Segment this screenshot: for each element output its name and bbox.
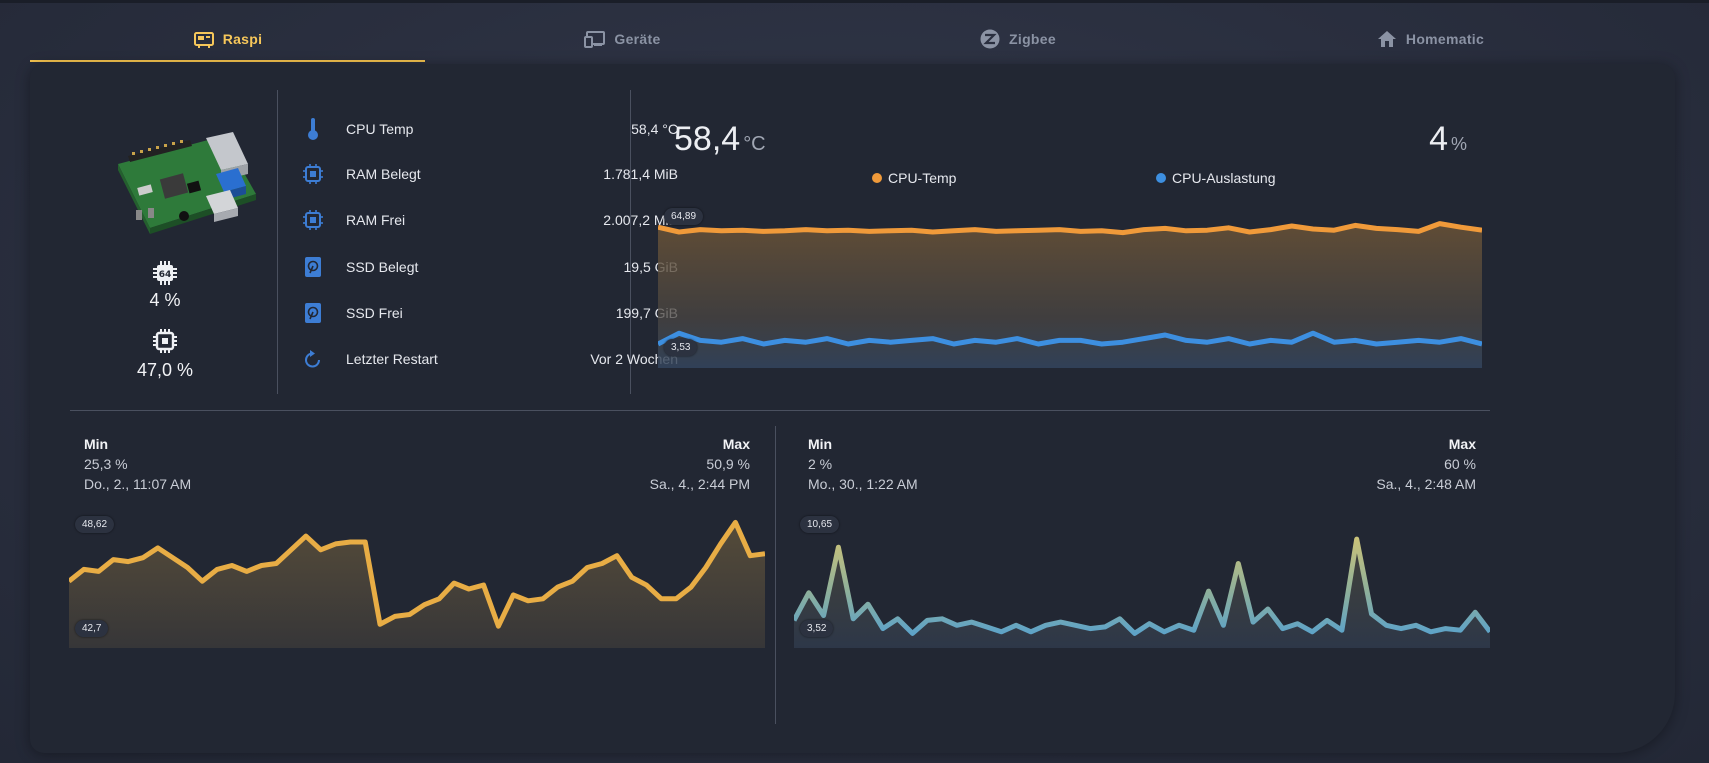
divider-bottom (775, 426, 776, 724)
cpu-temp-big: 58,4 °C (674, 120, 766, 159)
info-row[interactable]: RAM Belegt 1.781,4 MiB (300, 161, 678, 187)
raspi-card: 64 4 % 47,0 % CPU Temp 58,4 °C RAM Belegt 1… (30, 64, 1675, 753)
info-row[interactable]: RAM Frei 2.007,2 MiB (300, 207, 678, 233)
cpu-load-value: 4 % (149, 290, 181, 310)
cpu-load-history-chart (794, 536, 1490, 648)
cpu-load-big: 4% (1429, 120, 1467, 159)
info-label: Letzter Restart (346, 351, 438, 367)
left-chart-min-badge: 42,7 (75, 620, 109, 637)
tab-zigbee-label: Zigbee (1009, 31, 1056, 47)
cpu-load-big-unit: % (1450, 134, 1467, 154)
memory-chip-icon (152, 328, 178, 354)
temp-history-line (69, 519, 765, 629)
left-max-label: Max (722, 436, 750, 452)
left-chart-min: Min 25,3 % Do., 2., 11:07 AM (84, 434, 191, 494)
cpu-load-line (658, 330, 1482, 347)
divider-middle (630, 90, 631, 394)
info-row[interactable]: CPU Temp 58,4 °C (300, 116, 678, 142)
devices-icon (584, 28, 606, 50)
raspberry-board-icon (193, 28, 215, 50)
left-min-time: Do., 2., 11:07 AM (84, 476, 192, 492)
info-row[interactable]: SSD Belegt 19,5 GiB (300, 254, 678, 280)
main-chart-max-badge: 64,89 (664, 208, 704, 225)
load-history-area (794, 539, 1490, 648)
cpu-temp-big-value: 58,4 (674, 120, 741, 158)
tab-geraete[interactable]: Geräte (425, 16, 820, 62)
right-chart-max-badge: 10,65 (800, 516, 840, 533)
temp-history-area (69, 522, 765, 648)
tab-homematic-label: Homematic (1405, 31, 1485, 47)
left-chart-max: Max 50,9 % Sa., 4., 2:44 PM (550, 434, 750, 494)
right-min-value: 2 % (808, 456, 833, 472)
cpu-64-icon: 64 (152, 260, 178, 286)
right-chart-min: Min 2 % Mo., 30., 1:22 AM (808, 434, 918, 494)
info-label: RAM Frei (346, 212, 406, 228)
ssd-icon (300, 300, 326, 326)
right-min-time: Mo., 30., 1:22 AM (808, 476, 918, 492)
divider-horizontal (70, 410, 1490, 411)
right-chart-min-badge: 3,52 (800, 620, 834, 637)
info-label: CPU Temp (346, 121, 414, 137)
cpu-temp-big-unit: °C (743, 133, 766, 155)
main-chart-min-badge: 3,53 (664, 339, 698, 356)
thermometer-icon (300, 116, 326, 142)
restart-icon (300, 346, 326, 372)
right-min-label: Min (808, 436, 833, 452)
tab-raspi[interactable]: Raspi (30, 16, 425, 62)
tab-homematic[interactable]: Homematic (1215, 16, 1645, 62)
info-row[interactable]: Letzter Restart Vor 2 Wochen (300, 346, 678, 372)
right-max-time: Sa., 4., 2:48 AM (1376, 476, 1476, 492)
tab-bar: Raspi Geräte Zigbee Homematic (0, 16, 1709, 66)
legend-cpu-load-label: CPU-Auslastung (1172, 170, 1276, 186)
info-label: RAM Belegt (346, 166, 421, 182)
legend-cpu-temp[interactable]: CPU-Temp (872, 170, 956, 186)
chip-icon (300, 207, 326, 233)
cpu-load-big-value: 4 (1429, 120, 1448, 158)
svg-text:64: 64 (159, 270, 172, 280)
top-edge-line (0, 0, 1709, 3)
left-min-label: Min (84, 436, 109, 452)
info-value: 1.781,4 MiB (603, 166, 678, 182)
info-value: 2.007,2 MiB (603, 212, 678, 228)
load-history-line (794, 536, 1490, 636)
cpu-temp-line (658, 221, 1482, 236)
legend-cpu-temp-label: CPU-Temp (888, 170, 957, 186)
legend-cpu-load[interactable]: CPU-Auslastung (1156, 170, 1276, 186)
cpu-temp-history-chart (69, 519, 765, 648)
info-value: 58,4 °C (631, 121, 678, 137)
left-max-value: 50,9 % (706, 456, 750, 472)
zigbee-icon (979, 28, 1001, 50)
left-min-value: 25,3 % (84, 456, 128, 472)
cpu-temp-area (658, 223, 1482, 368)
info-label: SSD Frei (346, 305, 403, 321)
active-tab-indicator (30, 60, 425, 62)
home-icon (1376, 28, 1398, 50)
raspberry-pi-image (88, 124, 258, 244)
left-chart-max-badge: 48,62 (75, 516, 115, 533)
cpu-history-chart (658, 221, 1482, 368)
tab-geraete-label: Geräte (614, 31, 661, 47)
info-row[interactable]: SSD Frei 199,7 GiB (300, 300, 678, 326)
legend-dot-temp (872, 173, 882, 183)
left-max-time: Sa., 4., 2:44 PM (649, 476, 750, 492)
divider-left (277, 90, 278, 394)
info-label: SSD Belegt (346, 259, 419, 275)
legend-dot-load (1156, 173, 1166, 183)
ram-usage-value: 47,0 % (136, 360, 194, 380)
right-chart-max: Max 60 % Sa., 4., 2:48 AM (1276, 434, 1476, 494)
info-value: Vor 2 Wochen (590, 351, 678, 367)
right-max-label: Max (1448, 436, 1476, 452)
tab-raspi-label: Raspi (222, 31, 263, 47)
chip-icon (300, 161, 326, 187)
tab-zigbee[interactable]: Zigbee (820, 16, 1215, 62)
ssd-icon (300, 254, 326, 280)
right-max-value: 60 % (1444, 456, 1476, 472)
